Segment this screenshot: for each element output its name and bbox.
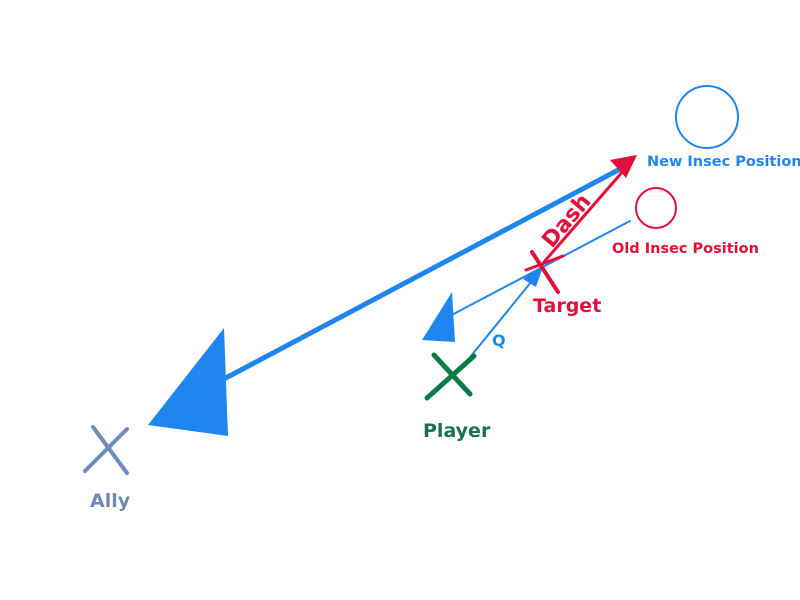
ally-marker — [83, 425, 129, 475]
kick-arrowhead — [148, 328, 228, 436]
target-marker — [524, 250, 565, 294]
player-label: Player — [423, 420, 491, 442]
new-insec-position-label: New Insec Position — [647, 154, 800, 170]
target-label: Target — [533, 295, 601, 317]
dash-arrowhead — [610, 155, 637, 178]
old-kick-arrowhead — [422, 292, 455, 342]
old-insec-position-label: Old Insec Position — [612, 241, 759, 257]
q-arrowhead — [523, 264, 544, 287]
player-marker — [424, 352, 477, 401]
ally-label: Ally — [90, 490, 131, 512]
dash-arrow-line — [542, 168, 626, 264]
old-insec-position-circle — [635, 187, 677, 229]
new-insec-position-circle — [675, 85, 739, 149]
kick-arrow-line — [219, 165, 625, 383]
q-label: Q — [492, 331, 506, 350]
